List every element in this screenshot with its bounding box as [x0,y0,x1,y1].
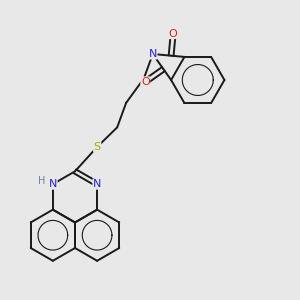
Text: H: H [38,176,45,186]
Text: S: S [94,142,101,152]
Text: N: N [93,179,101,189]
Text: O: O [141,77,150,87]
Text: N: N [49,179,57,189]
Text: N: N [148,49,157,59]
Text: O: O [169,28,178,39]
